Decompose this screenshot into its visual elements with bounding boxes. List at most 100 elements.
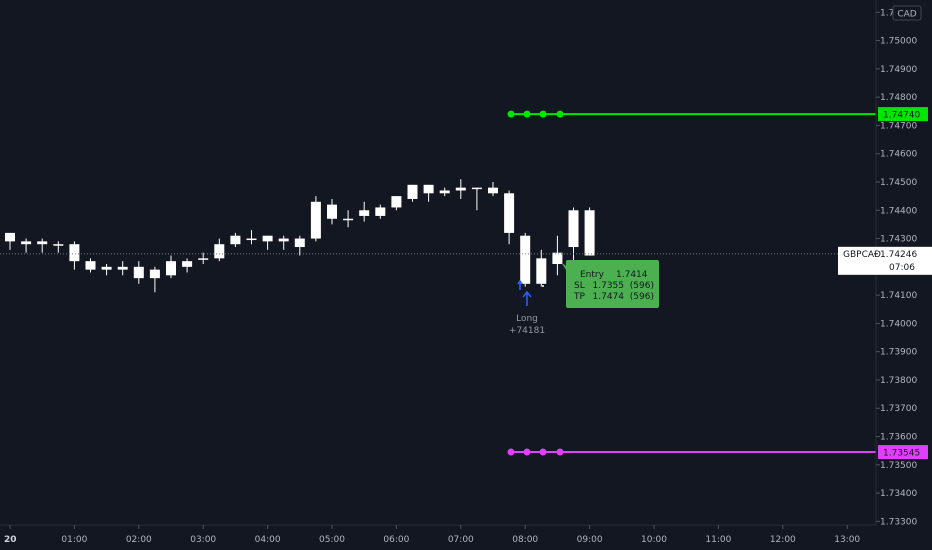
price-axis[interactable]: 1.751001.750001.749001.748001.747001.746…	[838, 0, 932, 527]
bar-countdown: 07:06	[889, 263, 915, 273]
candle[interactable]	[407, 184, 418, 202]
price-tick-label: 1.74600	[880, 150, 917, 160]
candle[interactable]	[149, 266, 160, 293]
candle-body	[375, 207, 386, 216]
entry-row-value: 1.7474	[593, 292, 625, 302]
stop-loss-tag-box	[878, 445, 928, 460]
entry-row-key: Entry	[580, 270, 605, 280]
current-price-label[interactable]: GBPCAD 1.74246 07:06	[838, 246, 932, 275]
price-tick-label: 1.74900	[880, 65, 917, 75]
candle[interactable]	[536, 249, 547, 287]
stop-loss-marker	[507, 448, 515, 456]
candle[interactable]	[37, 238, 48, 253]
candle[interactable]	[5, 232, 15, 250]
time-tick-label: 08:00	[512, 535, 538, 545]
candle[interactable]	[294, 235, 305, 256]
take-profit-tag-box	[878, 107, 928, 122]
candle-body	[552, 252, 563, 264]
price-tick-label: 1.74500	[880, 178, 917, 188]
time-tick-label: 03:00	[190, 535, 216, 545]
candle-body	[359, 210, 370, 216]
candle[interactable]	[278, 235, 289, 250]
candle[interactable]	[327, 198, 337, 225]
candle[interactable]	[214, 238, 225, 262]
stop-loss-price-tag[interactable]: 1.73545	[878, 445, 928, 460]
candle[interactable]	[69, 241, 80, 270]
signal-flag-icon	[517, 279, 523, 290]
candle[interactable]	[166, 255, 176, 279]
price-tick-label: 1.74100	[880, 291, 917, 301]
time-tick-label: 11:00	[705, 535, 731, 545]
price-tick-label: 1.74300	[880, 235, 917, 245]
candle-body	[327, 204, 337, 219]
currency-badge-box	[892, 5, 922, 21]
candle-body	[53, 244, 64, 246]
take-profit-price-tag[interactable]: 1.74740	[878, 107, 928, 122]
time-tick-label: 10:00	[641, 535, 667, 545]
time-tick-label: 09:00	[577, 535, 603, 545]
time-tick-label: 13:00	[834, 535, 860, 545]
candle-body	[343, 218, 354, 221]
long-signal[interactable]: Long +74181	[509, 279, 545, 336]
candle[interactable]	[504, 190, 515, 245]
entry-info-box[interactable]: Entry 1.7414 SL 1.7355 (596) TP 1.7474 (596)	[561, 260, 659, 308]
currency-label: CAD	[897, 10, 916, 20]
candle[interactable]	[133, 261, 144, 284]
candle[interactable]	[455, 179, 466, 199]
current-price-box	[838, 246, 932, 275]
candle-body	[536, 258, 547, 284]
long-arrow-icon	[522, 290, 532, 306]
candle[interactable]	[117, 261, 128, 276]
candle[interactable]	[375, 204, 386, 219]
time-axis[interactable]: 20 01:00 02:00 03:00 04:00 05:00 06:00 07:00 08:…	[0, 524, 876, 545]
time-tick-label: 02:00	[126, 535, 152, 545]
candle-body	[488, 187, 498, 194]
candle[interactable]	[230, 232, 241, 248]
currency-badge[interactable]: CAD	[892, 5, 922, 21]
candle-body	[278, 238, 289, 242]
candle[interactable]	[246, 230, 257, 245]
candle[interactable]	[488, 181, 498, 197]
candle[interactable]	[439, 187, 450, 197]
candle[interactable]	[198, 252, 209, 264]
candle-body	[149, 269, 160, 279]
candle[interactable]	[343, 210, 354, 228]
entry-row-value: 1.7355	[593, 281, 625, 291]
candle[interactable]	[182, 258, 193, 273]
candle[interactable]	[21, 238, 32, 253]
candle[interactable]	[423, 184, 434, 202]
current-price-value: 1.74246	[880, 250, 917, 260]
candle[interactable]	[101, 264, 112, 276]
candle[interactable]	[85, 258, 96, 273]
time-tick-label: 06:00	[383, 535, 409, 545]
symbol-label: GBPCAD	[843, 250, 881, 260]
time-tick-label: 01:00	[61, 535, 87, 545]
candle[interactable]	[391, 196, 402, 211]
time-tick-label: 20	[4, 535, 17, 545]
candle[interactable]	[520, 232, 531, 287]
candle-body	[182, 261, 193, 267]
take-profit-level[interactable]	[507, 110, 877, 118]
candle[interactable]	[53, 241, 64, 253]
candle[interactable]	[262, 235, 273, 250]
candle[interactable]	[310, 196, 321, 242]
candle[interactable]	[359, 201, 370, 222]
stop-loss-marker	[539, 448, 547, 456]
entry-info-background	[566, 260, 659, 308]
entry-row-points: (596)	[630, 281, 654, 291]
candle-body	[294, 238, 305, 248]
candle-body	[133, 266, 144, 279]
stop-loss-level[interactable]	[507, 448, 877, 456]
price-tick-label: 1.73700	[880, 404, 917, 414]
candle[interactable]	[552, 235, 563, 276]
candle-body	[246, 238, 257, 241]
candle-body	[69, 244, 80, 262]
take-profit-tag-label: 1.74740	[883, 111, 920, 121]
candle[interactable]	[471, 187, 482, 211]
candle[interactable]	[584, 207, 595, 256]
candle-body	[230, 235, 241, 245]
candle-body	[198, 258, 209, 260]
stop-loss-marker	[556, 448, 564, 456]
candle-body	[85, 261, 96, 270]
